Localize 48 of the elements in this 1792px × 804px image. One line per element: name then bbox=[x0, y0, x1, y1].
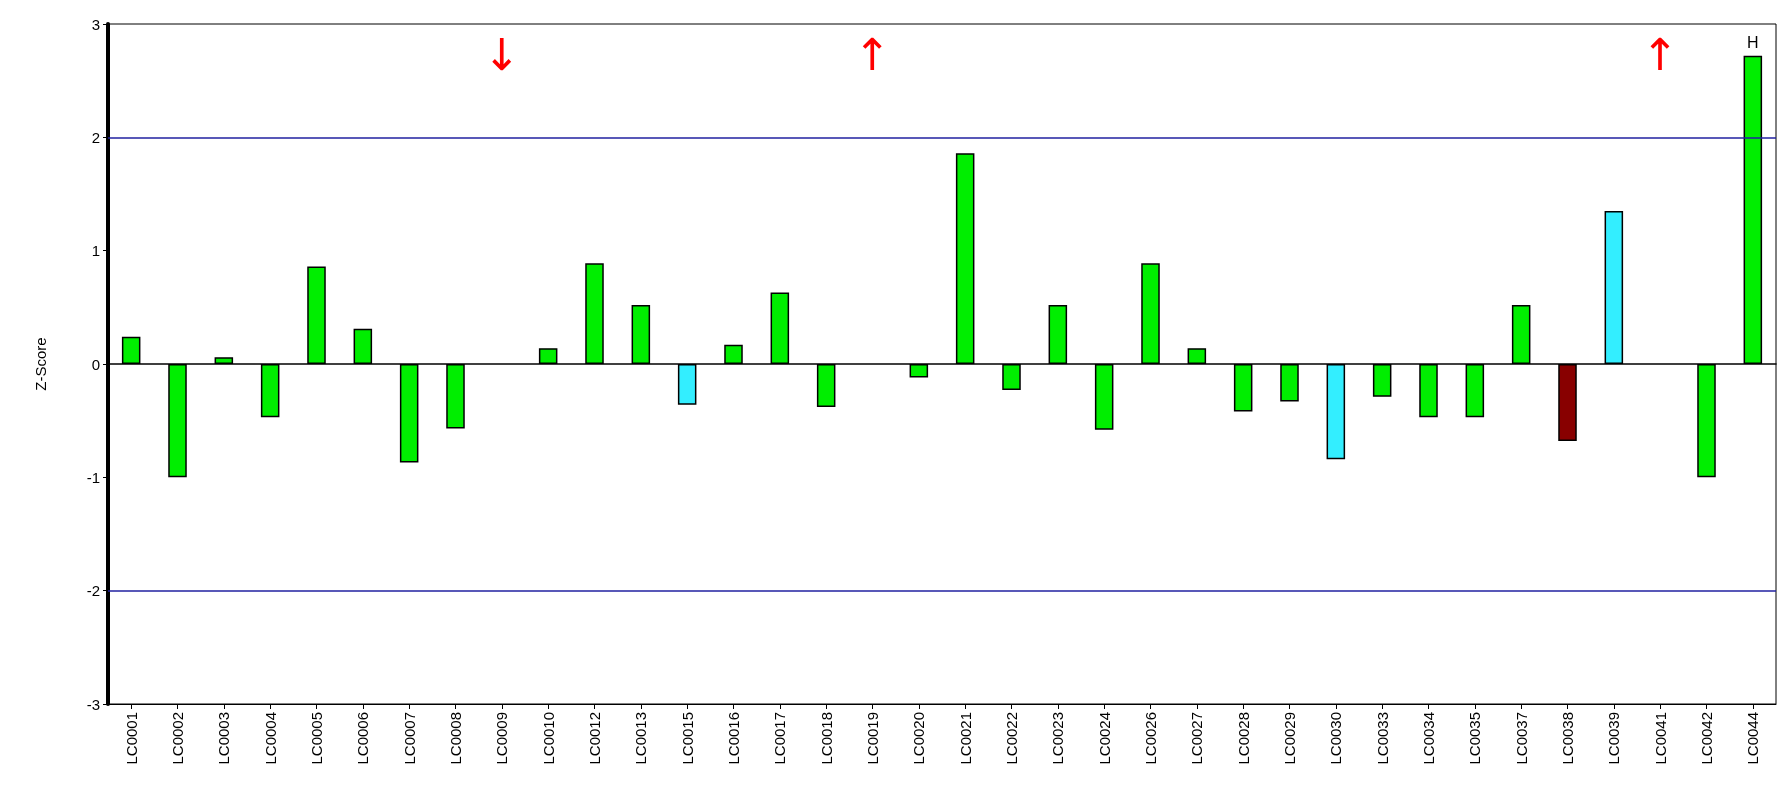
x-tick-label: LC0042 bbox=[1698, 712, 1715, 765]
x-tick-label: LC0016 bbox=[725, 712, 742, 765]
x-tick-label: LC0022 bbox=[1003, 712, 1020, 765]
data-label: H bbox=[1747, 34, 1759, 52]
x-tick-label: LC0030 bbox=[1327, 712, 1345, 765]
x-tick-label: LC0018 bbox=[817, 712, 835, 765]
x-tick-label: LC0033 bbox=[1373, 712, 1391, 765]
y-axis-title: Z-Score bbox=[32, 337, 49, 391]
x-tick-label: LC0028 bbox=[1234, 712, 1252, 765]
x-tick-label: LC0021 bbox=[956, 712, 974, 765]
x-tick-label: LC0044 bbox=[1744, 712, 1762, 765]
x-tick-label: LC0029 bbox=[1281, 712, 1298, 765]
y-tick-label: -2 bbox=[86, 582, 100, 600]
x-tick-label: LC0001 bbox=[122, 712, 140, 765]
x-tick-label: LC0041 bbox=[1651, 712, 1669, 765]
x-tick-label: LC0015 bbox=[678, 712, 696, 765]
x-tick-label: LC0038 bbox=[1559, 712, 1576, 765]
y-tick-label: 0 bbox=[91, 355, 100, 373]
x-tick-label: LC0035 bbox=[1466, 712, 1484, 765]
x-tick-label: LC0023 bbox=[1049, 712, 1067, 765]
x-tick-label: LC0039 bbox=[1605, 712, 1623, 765]
x-tick-label: LC0010 bbox=[539, 712, 557, 765]
x-tick-label: LC0006 bbox=[354, 712, 372, 765]
x-tick-label: LC0020 bbox=[910, 712, 928, 765]
x-tick-label: LC0013 bbox=[632, 712, 650, 765]
y-tick-label: -1 bbox=[86, 468, 100, 486]
x-tick-label: LC0002 bbox=[169, 712, 186, 765]
x-tick-label: LC0027 bbox=[1188, 712, 1206, 765]
x-tick-label: LC0007 bbox=[400, 712, 418, 765]
y-tick-label: 3 bbox=[91, 15, 100, 33]
y-tick-label: -3 bbox=[86, 695, 100, 713]
x-tick-label: LC0004 bbox=[261, 712, 279, 765]
x-tick-label: LC0003 bbox=[215, 712, 233, 765]
x-tick-label: LC0019 bbox=[864, 712, 881, 765]
annotation: ↑ bbox=[854, 28, 891, 80]
x-tick-label: LC0026 bbox=[1142, 712, 1159, 765]
x-tick-label: LC0037 bbox=[1512, 712, 1530, 765]
x-tick-label: LC0024 bbox=[1095, 712, 1113, 765]
y-tick-label: 1 bbox=[91, 242, 100, 260]
x-tick-label: LC0012 bbox=[586, 712, 603, 765]
x-tick-label: LC0005 bbox=[308, 712, 325, 765]
annotation: ↑ bbox=[1641, 28, 1679, 80]
x-tick-label: LC0009 bbox=[493, 712, 511, 765]
annotation: ↓ bbox=[483, 28, 521, 80]
x-tick-label: LC0008 bbox=[447, 712, 464, 765]
x-tick-label: LC0017 bbox=[771, 712, 789, 765]
x-tick-label: LC0034 bbox=[1420, 712, 1437, 765]
y-tick-label: 2 bbox=[91, 128, 100, 146]
